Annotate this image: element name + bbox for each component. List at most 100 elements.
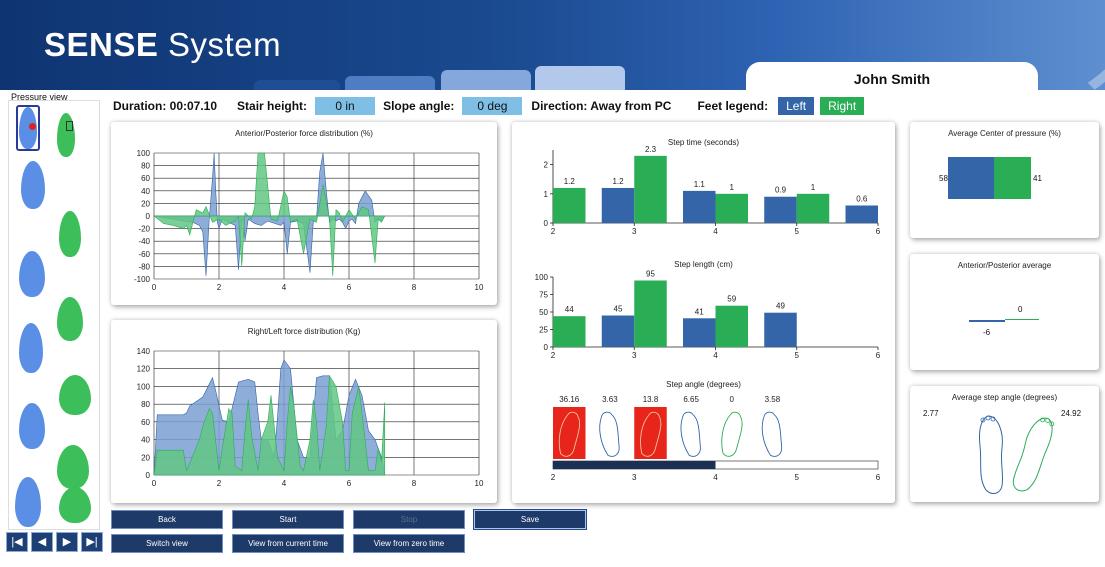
- y-tick-label: 100: [137, 382, 151, 391]
- x-tick-label: 2: [217, 479, 222, 488]
- step-back-button[interactable]: ◀: [31, 532, 53, 552]
- step-angle-value-label: 13.8: [643, 395, 659, 404]
- y-tick-label: -20: [138, 225, 150, 234]
- save-button[interactable]: Save: [473, 509, 587, 530]
- app-header: SENSE System: [0, 0, 1105, 90]
- right-foot-outline-icon: [1012, 417, 1055, 492]
- x-tick-label: 3: [632, 351, 637, 360]
- chart-title: Average Center of pressure (%): [948, 129, 1061, 138]
- average-step-angle-card: Average step angle (degrees) 2.77 24.92: [910, 386, 1099, 502]
- y-tick-label: -40: [138, 237, 150, 246]
- y-tick-label: 50: [539, 308, 548, 317]
- footprint-outline-icon: [599, 411, 620, 457]
- user-name-tab[interactable]: John Smith: [746, 62, 1038, 96]
- series-area-left: [153, 152, 386, 276]
- step-forward-button[interactable]: ▶: [56, 532, 78, 552]
- y-tick-label: 140: [137, 347, 151, 356]
- cop-left-value: 58: [939, 174, 948, 183]
- right-footprint: [59, 375, 91, 415]
- x-tick-label: 4: [713, 473, 718, 482]
- bar: [634, 280, 667, 347]
- switch-view-button[interactable]: Switch view: [111, 534, 223, 553]
- x-tick-label: 2: [551, 351, 556, 360]
- timeline-progress: [553, 461, 716, 469]
- stop-button[interactable]: Stop: [353, 510, 465, 529]
- pressure-view-label: Pressure view: [11, 92, 68, 102]
- view-from-current-time-button[interactable]: View from current time: [232, 534, 344, 553]
- bar-value-label: 1: [811, 183, 816, 192]
- bar: [845, 205, 878, 223]
- chart-title: Average step angle (degrees): [951, 393, 1058, 402]
- x-tick-label: 10: [475, 479, 484, 488]
- x-tick-label: 0: [152, 283, 157, 292]
- x-tick-label: 6: [876, 227, 881, 236]
- left-footprint: [19, 323, 43, 373]
- bar-value-label: 49: [776, 302, 785, 311]
- left-footprint: [19, 107, 37, 149]
- direction-label: Direction: Away from PC: [531, 99, 672, 113]
- tab-4[interactable]: [535, 66, 625, 90]
- right-footprint: [57, 113, 75, 157]
- current-footprint-highlight: [16, 105, 40, 151]
- footprint-outline-icon: [761, 411, 783, 457]
- slope-angle-label: Slope angle:: [383, 99, 455, 113]
- session-info-bar: Duration: 00:07.10 Stair height: 0 in Sl…: [113, 96, 865, 116]
- chart-title: Step time (seconds): [667, 138, 740, 147]
- x-tick-label: 2: [217, 283, 222, 292]
- playback-controls: |◀ ◀ ▶ ▶|: [6, 532, 103, 552]
- legend-right: Right: [820, 97, 865, 115]
- step-angle-value-label: 0: [730, 395, 735, 404]
- pressure-view-panel: [8, 100, 100, 530]
- bar-value-label: 1: [730, 183, 735, 192]
- step-angle-value-label: 3.63: [602, 395, 618, 404]
- chart-title: Step length (cm): [674, 260, 733, 269]
- bar: [683, 190, 716, 223]
- y-tick-label: 1: [544, 190, 549, 199]
- x-tick-label: 10: [475, 283, 484, 292]
- ap-force-chart-card: Anterior/Posterior force distribution (%…: [111, 122, 497, 305]
- footprint-outline-icon: [680, 411, 701, 457]
- x-tick-label: 6: [347, 479, 352, 488]
- cop-left-bar: [948, 157, 994, 199]
- bar-value-label: 41: [695, 307, 704, 316]
- y-tick-label: 75: [539, 291, 548, 300]
- tab-1[interactable]: [254, 80, 340, 90]
- bar-value-label: 95: [646, 270, 655, 279]
- y-tick-label: 120: [137, 365, 151, 374]
- y-tick-label: 0: [146, 212, 151, 221]
- series-area-right: [153, 152, 386, 276]
- y-tick-label: 0: [544, 219, 549, 228]
- chart-title: Anterior/Posterior force distribution (%…: [235, 129, 373, 138]
- tab-3[interactable]: [441, 70, 531, 90]
- bar: [634, 155, 667, 223]
- bar-value-label: 2.3: [645, 145, 657, 154]
- x-tick-label: 2: [551, 227, 556, 236]
- right-footprint: [59, 487, 91, 523]
- bar-value-label: 0.9: [775, 186, 787, 195]
- skip-to-start-button[interactable]: |◀: [6, 532, 28, 552]
- bar-value-label: 0.6: [856, 194, 868, 203]
- x-tick-label: 8: [412, 283, 417, 292]
- y-tick-label: 40: [141, 436, 150, 445]
- flagged-step-highlight: [634, 407, 667, 459]
- y-tick-label: 2: [544, 161, 549, 170]
- chart-title: Right/Left force distribution (Kg): [247, 327, 361, 336]
- start-button[interactable]: Start: [232, 510, 344, 529]
- x-tick-label: 6: [876, 351, 881, 360]
- app-title: SENSE System: [44, 26, 282, 63]
- bar-value-label: 59: [727, 295, 736, 304]
- series-area-right: [153, 374, 386, 476]
- bar: [601, 315, 635, 347]
- x-tick-label: 4: [713, 351, 718, 360]
- skip-to-end-button[interactable]: ▶|: [81, 532, 103, 552]
- y-tick-label: 60: [141, 174, 150, 183]
- back-button[interactable]: Back: [111, 510, 223, 529]
- step-angle-right-value: 24.92: [1061, 409, 1082, 418]
- left-foot-outline-icon: [979, 415, 1004, 494]
- tab-2[interactable]: [345, 76, 435, 90]
- x-tick-label: 0: [152, 479, 157, 488]
- y-tick-label: 100: [137, 149, 151, 158]
- ap-left-value: -6: [983, 328, 991, 337]
- x-tick-label: 4: [282, 283, 287, 292]
- view-from-zero-time-button[interactable]: View from zero time: [353, 534, 465, 553]
